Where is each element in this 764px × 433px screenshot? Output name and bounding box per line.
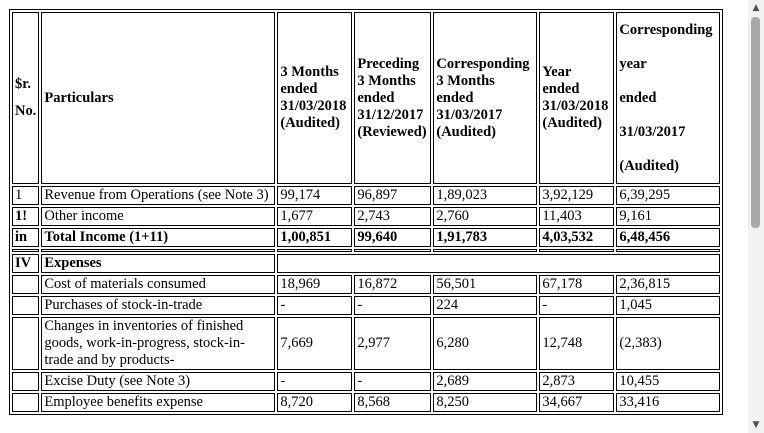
table-separator [12, 249, 721, 252]
table-row: Employee benefits expense 8,720 8,568 8,… [12, 393, 721, 412]
table-row: Excise Duty (see Note 3) - - 2,689 2,873… [12, 372, 721, 391]
table-row: Purchases of stock-in-trade - - 224 - 1,… [12, 296, 721, 315]
header-particulars: Particulars [41, 12, 276, 184]
table-row: 1 Revenue from Operations (see Note 3) 9… [12, 186, 721, 205]
table-row: 1! Other income 1,677 2,743 2,760 11,403… [12, 207, 721, 226]
scrollbar-thumb[interactable] [751, 17, 760, 228]
header-col-3m-2018: 3 Months ended 31/03/2018 (Audited) [277, 12, 353, 184]
table-row: Changes in inventories of finished goods… [12, 317, 721, 370]
header-srno: $r. No. [12, 12, 40, 184]
scroll-up-icon[interactable]: ▲ [752, 3, 760, 13]
financial-results-table: $r. No. Particulars 3 Months ended 31/03/… [9, 9, 724, 415]
table-row: Cost of materials consumed 18,969 16,872… [12, 275, 721, 294]
header-col-corresponding-year: Corresponding year ended 31/03/2017 (Audit… [616, 12, 721, 184]
vertical-scrollbar[interactable]: ▲ ▼ [748, 0, 764, 433]
header-col-preceding: Preceding 3 Months ended 31/12/2017 (Revie… [354, 12, 432, 184]
table-row-total: in Total Income (1+11) 1,00,851 99,640 1… [12, 228, 721, 247]
scroll-down-icon[interactable]: ▼ [752, 420, 760, 430]
table-row-section: IV Expenses [12, 254, 721, 273]
document-viewport: $r. No. Particulars 3 Months ended 31/03/… [9, 9, 724, 415]
header-col-year-2018: Year ended 31/03/2018 (Audited) [539, 12, 615, 184]
header-col-corresponding-3m: Corresponding 3 Months ended 31/03/2017 (A… [433, 12, 538, 184]
header-row: $r. No. Particulars 3 Months ended 31/03/… [12, 12, 721, 184]
